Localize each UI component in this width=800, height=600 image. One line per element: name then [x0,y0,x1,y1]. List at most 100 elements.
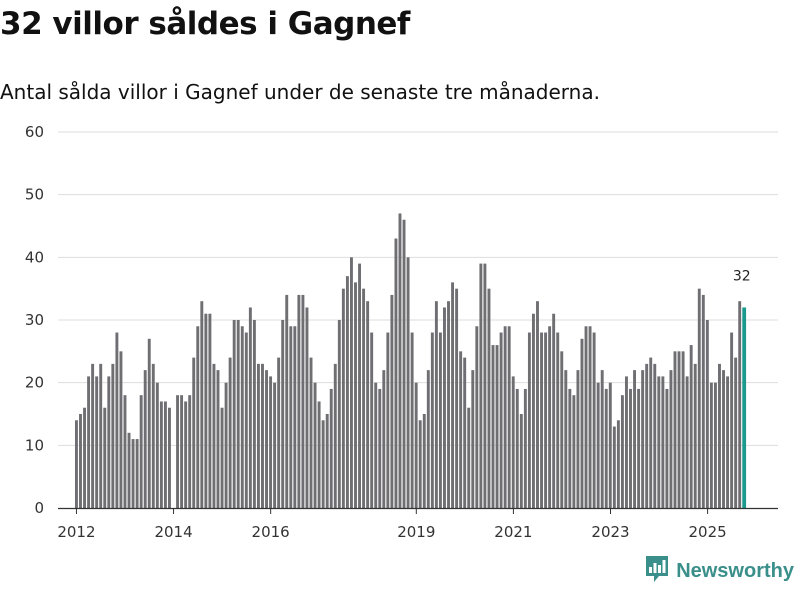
bar [596,382,600,508]
bar [248,307,252,508]
bar [220,407,224,508]
bar [600,370,604,508]
bar [228,357,232,508]
bar [641,370,645,508]
bar [192,357,196,508]
bar [673,351,677,508]
bar [548,326,552,508]
bar [131,439,135,508]
bar [370,332,374,508]
bar [507,326,511,508]
bar [645,363,649,508]
bar [479,263,483,508]
bar [297,294,301,508]
bar [430,332,434,508]
bar [722,370,725,508]
bar [309,357,313,508]
bar [143,370,147,508]
bar [475,326,479,508]
x-tick-label: 2012 [57,523,95,541]
bar [329,388,333,508]
bar [487,288,491,508]
bar [168,407,171,508]
bar [216,370,220,508]
bar [633,370,637,508]
x-axis-tick-labels: 2012 2014 2016 2019 2021 2023 2025 [57,523,726,541]
bar [681,351,685,508]
bar [523,388,527,508]
bar [463,357,467,508]
bar [447,301,450,508]
bar [451,282,455,508]
bar [107,376,111,508]
bar [374,382,378,508]
bar [459,351,463,508]
bar [273,382,277,508]
bar [576,370,580,508]
x-tick-label: 2025 [689,523,727,541]
bar [269,376,273,508]
newsworthy-logo-icon [644,554,670,588]
bar [730,332,734,508]
bar [305,307,309,508]
bar [580,338,584,508]
bar [402,219,406,509]
bar [637,388,641,508]
bar [568,388,572,508]
y-tick-label: 0 [34,499,44,517]
bar [350,257,353,508]
y-axis-tick-labels: 0 10 20 30 40 50 60 [25,123,44,517]
bar [701,294,705,508]
bars [74,213,747,509]
bar [625,376,628,508]
bar [176,395,180,508]
bar [697,288,701,508]
bar [410,332,414,508]
bar [495,345,499,508]
bar [426,370,430,508]
bar [289,326,293,508]
bar [398,213,402,508]
bar [414,382,418,508]
bar [252,320,256,508]
bar [734,357,738,508]
x-tick-label: 2019 [397,523,435,541]
bar [261,363,264,508]
bar [726,376,730,508]
bar [608,382,612,508]
bar [87,376,91,508]
bar [604,388,608,508]
bar [382,370,386,508]
bar [362,288,366,508]
y-tick-label: 20 [25,374,44,392]
bar [180,395,184,508]
bar [483,263,487,508]
bar [139,395,143,508]
bar [718,363,721,508]
chart-title: 32 villor såldes i Gagnef [0,6,410,42]
bar [713,382,717,508]
bar [531,313,535,508]
y-tick-label: 10 [25,436,44,454]
bar [705,320,709,508]
bar [354,282,357,508]
bar [418,420,422,508]
bar [159,401,163,508]
bar-highlighted [742,307,747,508]
bar [301,294,305,508]
bar [422,414,426,508]
newsworthy-brand[interactable]: Newsworthy [644,554,794,588]
bar [661,376,665,508]
bar [616,420,620,508]
bar [115,332,119,508]
bar [406,257,410,508]
bar [471,370,475,508]
bar [515,388,519,508]
bar [95,376,99,508]
bar [281,320,285,508]
bar [244,332,248,508]
bar [649,357,653,508]
x-axis [58,507,778,514]
bar [127,432,131,508]
bar [325,414,329,508]
